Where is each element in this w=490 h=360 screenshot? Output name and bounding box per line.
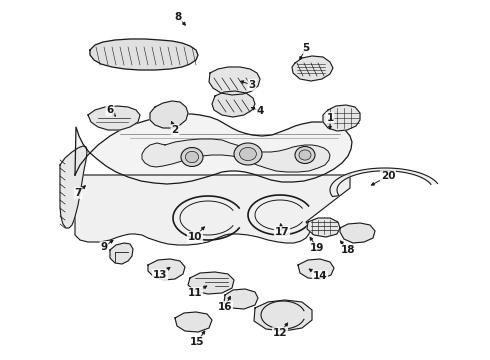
Text: 16: 16 bbox=[218, 302, 232, 312]
Polygon shape bbox=[298, 259, 334, 279]
Polygon shape bbox=[60, 146, 87, 228]
Polygon shape bbox=[330, 168, 438, 197]
Text: 7: 7 bbox=[74, 188, 82, 198]
Polygon shape bbox=[188, 272, 234, 294]
Text: 4: 4 bbox=[256, 106, 264, 116]
Ellipse shape bbox=[295, 147, 315, 163]
Ellipse shape bbox=[185, 151, 198, 163]
Polygon shape bbox=[75, 175, 350, 245]
Ellipse shape bbox=[234, 143, 262, 165]
Polygon shape bbox=[148, 259, 185, 280]
Text: 11: 11 bbox=[188, 288, 202, 298]
Text: 17: 17 bbox=[275, 227, 289, 237]
Polygon shape bbox=[150, 101, 188, 128]
Text: 6: 6 bbox=[106, 105, 114, 115]
Ellipse shape bbox=[181, 148, 203, 166]
Ellipse shape bbox=[240, 147, 256, 161]
Polygon shape bbox=[307, 218, 340, 237]
Text: 12: 12 bbox=[273, 328, 287, 338]
Polygon shape bbox=[212, 91, 255, 117]
Polygon shape bbox=[75, 114, 352, 184]
Polygon shape bbox=[323, 105, 360, 131]
Ellipse shape bbox=[299, 150, 311, 160]
Text: 3: 3 bbox=[248, 80, 256, 90]
Polygon shape bbox=[340, 223, 375, 243]
Polygon shape bbox=[90, 39, 198, 70]
Polygon shape bbox=[292, 56, 333, 81]
Polygon shape bbox=[88, 106, 140, 130]
Text: 20: 20 bbox=[381, 171, 395, 181]
Polygon shape bbox=[254, 300, 312, 331]
Text: 15: 15 bbox=[190, 337, 204, 347]
Text: 9: 9 bbox=[100, 242, 108, 252]
Polygon shape bbox=[110, 243, 133, 264]
Text: 18: 18 bbox=[341, 245, 355, 255]
Text: 19: 19 bbox=[310, 243, 324, 253]
Polygon shape bbox=[175, 312, 212, 332]
Text: 1: 1 bbox=[326, 113, 334, 123]
Polygon shape bbox=[224, 289, 258, 309]
Text: 2: 2 bbox=[172, 125, 179, 135]
Polygon shape bbox=[142, 139, 330, 172]
Polygon shape bbox=[209, 67, 260, 95]
Text: 8: 8 bbox=[174, 12, 182, 22]
Text: 14: 14 bbox=[313, 271, 327, 281]
Text: 10: 10 bbox=[188, 232, 202, 242]
Text: 13: 13 bbox=[153, 270, 167, 280]
Text: 5: 5 bbox=[302, 43, 310, 53]
